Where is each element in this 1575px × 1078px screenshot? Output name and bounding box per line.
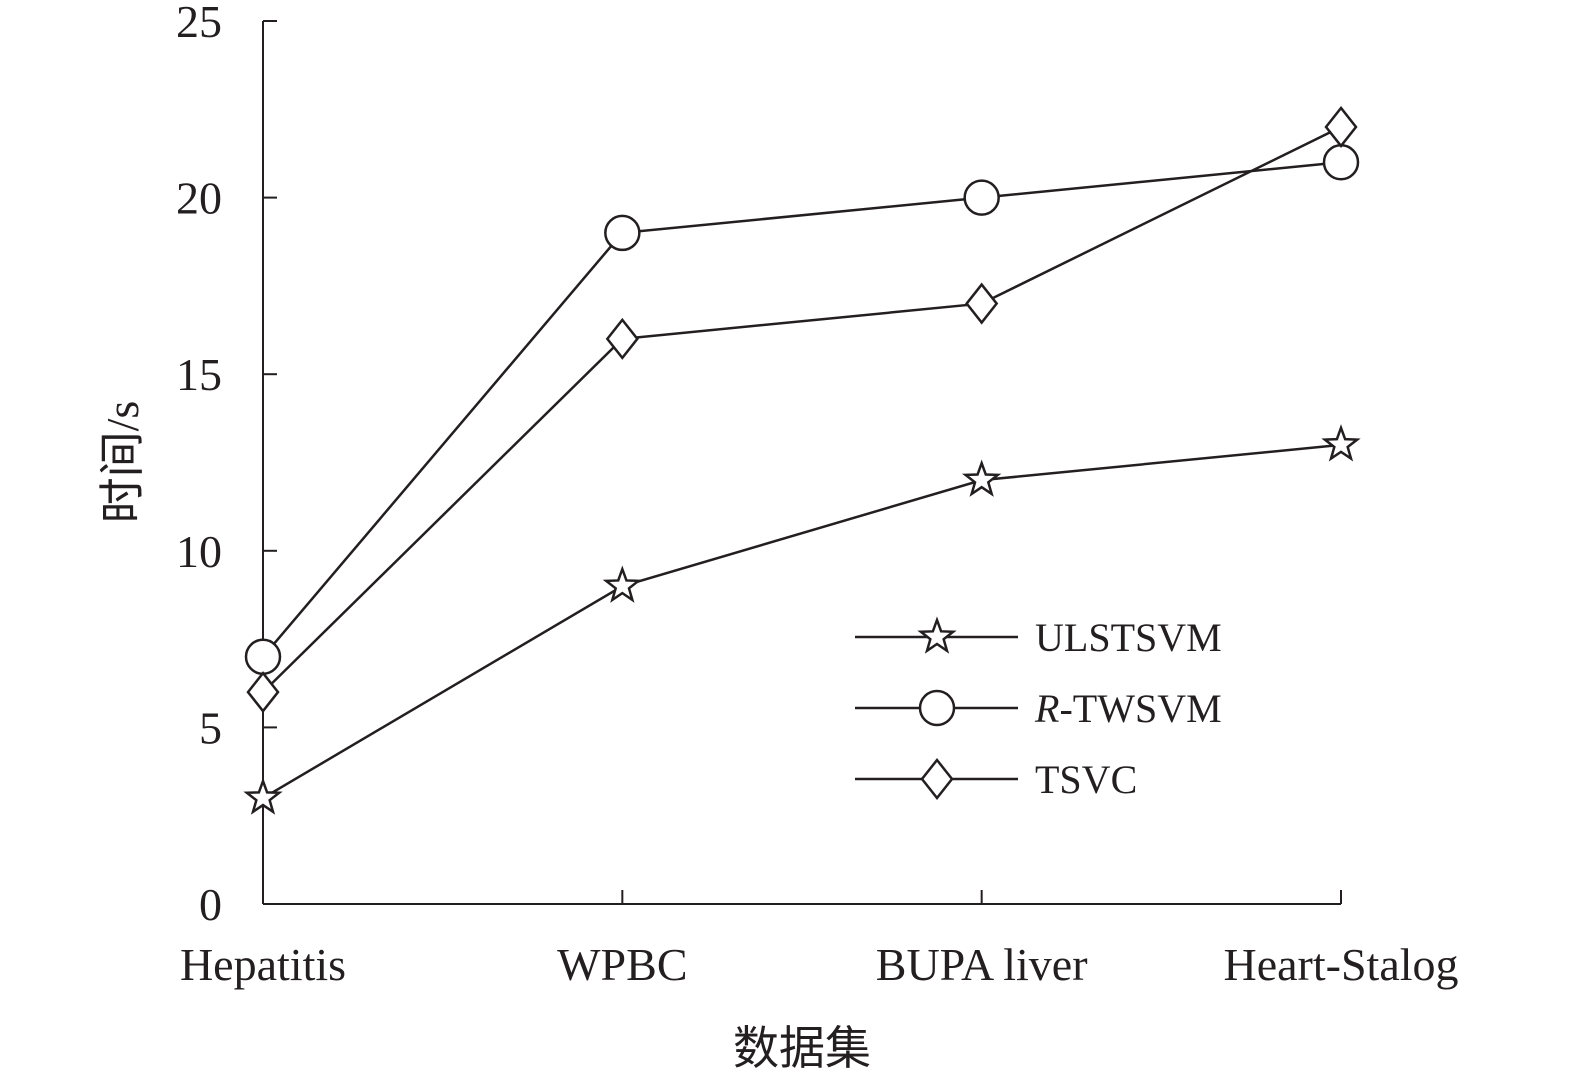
- legend: ULSTSVM R-TWSVM TSVC: [855, 615, 1222, 802]
- x-tick-label: Heart-Stalog: [1223, 939, 1458, 990]
- series-1: [262, 161, 1342, 658]
- x-tick-label: WPBC: [557, 939, 687, 990]
- series-markers-0: [243, 424, 1361, 815]
- legend-label-text: -TWSVM: [1059, 686, 1221, 731]
- legend-item: R-TWSVM: [855, 686, 1222, 731]
- data-point-star: [962, 459, 1002, 497]
- data-point-star: [602, 565, 642, 603]
- y-ticks: 0 5 10 15 20 25: [176, 0, 277, 930]
- y-tick-label: 10: [176, 526, 222, 577]
- data-point-circle: [963, 179, 1000, 216]
- y-tick-label: 0: [199, 879, 222, 930]
- legend-label-text: ULSTSVM: [1035, 615, 1222, 660]
- legend-item: ULSTSVM: [855, 615, 1222, 660]
- data-point-circle: [244, 638, 282, 676]
- data-point-star: [1321, 424, 1361, 462]
- x-tick-label: Hepatitis: [180, 939, 346, 990]
- data-point-circle: [604, 214, 641, 252]
- y-tick-label: 15: [176, 349, 222, 400]
- data-point-diamond: [605, 317, 639, 360]
- y-axis-title: 时间/s: [97, 401, 148, 524]
- legend-marker-diamond: [920, 757, 954, 801]
- legend-label: ULSTSVM: [1035, 615, 1222, 660]
- series-markers-2: [246, 105, 1358, 714]
- data-point-circle: [1322, 144, 1360, 181]
- legend-marker-circle: [918, 689, 956, 727]
- series-0: [262, 443, 1342, 800]
- legend-label-text: TSVC: [1035, 757, 1137, 802]
- axes: [262, 21, 1341, 905]
- legend-label: TSVC: [1035, 757, 1137, 802]
- legend-item: TSVC: [855, 757, 1137, 802]
- series-markers-1: [244, 144, 1360, 676]
- series-line: [262, 161, 1342, 658]
- y-tick-label: 25: [176, 0, 222, 47]
- x-ticks: Hepatitis WPBC BUPA liver Heart-Stalog: [180, 890, 1459, 990]
- legend-label: R-TWSVM: [1034, 686, 1222, 731]
- legend-marker-star: [917, 616, 957, 654]
- data-point-star: [243, 777, 283, 815]
- legend-label-prefix: R: [1034, 686, 1059, 731]
- series-line: [262, 443, 1342, 800]
- data-point-diamond: [1324, 105, 1358, 148]
- series-2: [262, 125, 1342, 693]
- x-tick-label: BUPA liver: [876, 939, 1088, 990]
- y-tick-label: 20: [176, 173, 222, 224]
- series-line: [262, 125, 1342, 693]
- data-point-diamond: [246, 671, 280, 714]
- y-tick-label: 5: [199, 702, 222, 753]
- x-axis-title: 数据集: [733, 1023, 871, 1074]
- data-point-diamond: [965, 282, 999, 325]
- series-layer: [243, 105, 1361, 815]
